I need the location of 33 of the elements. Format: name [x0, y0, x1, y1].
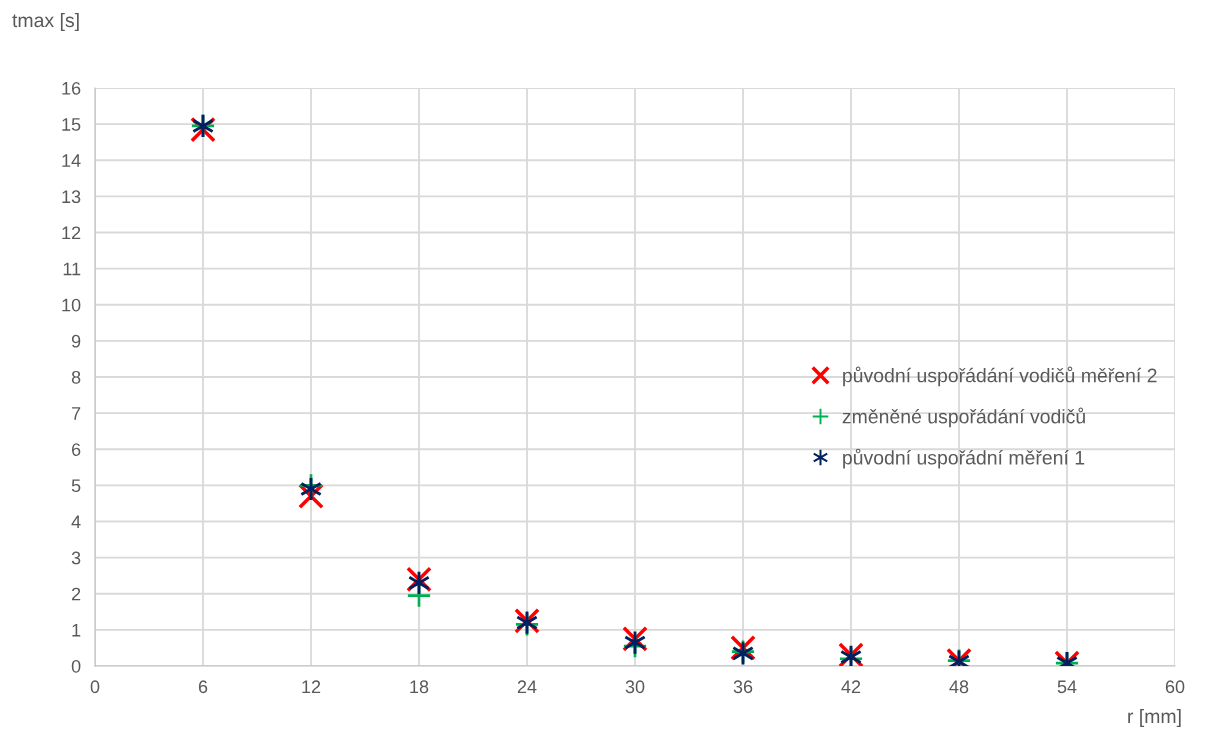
legend-label: původní uspořádání vodičů měření 2: [843, 366, 1157, 387]
y-tick-label: 7: [72, 407, 81, 420]
x-tick-label: 36: [733, 680, 753, 694]
y-tick-label: 5: [71, 479, 81, 493]
x-tick-label: 30: [625, 680, 645, 694]
y-tick-label: 4: [71, 515, 81, 529]
x-tick-label: 12: [302, 680, 321, 693]
x-axis-title: r [mm]: [1128, 708, 1181, 728]
y-tick-label: 12: [62, 226, 81, 240]
y-tick-label: 0: [71, 659, 81, 673]
y-tick-label: 6: [71, 443, 81, 456]
legend-label: změněné uspořádání vodičů: [842, 407, 1085, 428]
y-tick-label: 14: [62, 154, 81, 167]
x-tick-label: 18: [410, 680, 429, 694]
y-tick-label: 2: [71, 587, 81, 601]
y-tick-label: 13: [62, 190, 81, 204]
x-tick-label: 0: [90, 680, 100, 694]
y-tick-label: 8: [71, 370, 81, 384]
y-tick-label: 3: [71, 551, 81, 565]
y-tick-label: 9: [71, 334, 81, 348]
x-tick-label: 60: [1165, 680, 1185, 694]
x-tick-label: 42: [841, 680, 861, 693]
y-axis-title: tmax [s]: [12, 12, 79, 32]
y-tick-label: 11: [63, 262, 81, 276]
x-tick-label: 24: [517, 680, 537, 693]
y-tick-label: 1: [72, 624, 81, 637]
y-tick-label: 15: [62, 118, 81, 131]
x-tick-label: 6: [198, 680, 208, 694]
legend-label: původní uspořádní měření 1: [843, 448, 1085, 469]
x-tick-label: 48: [949, 680, 969, 694]
y-tick-label: 16: [62, 81, 81, 95]
y-tick-label: 10: [62, 298, 81, 312]
x-tick-label: 54: [1057, 680, 1077, 694]
